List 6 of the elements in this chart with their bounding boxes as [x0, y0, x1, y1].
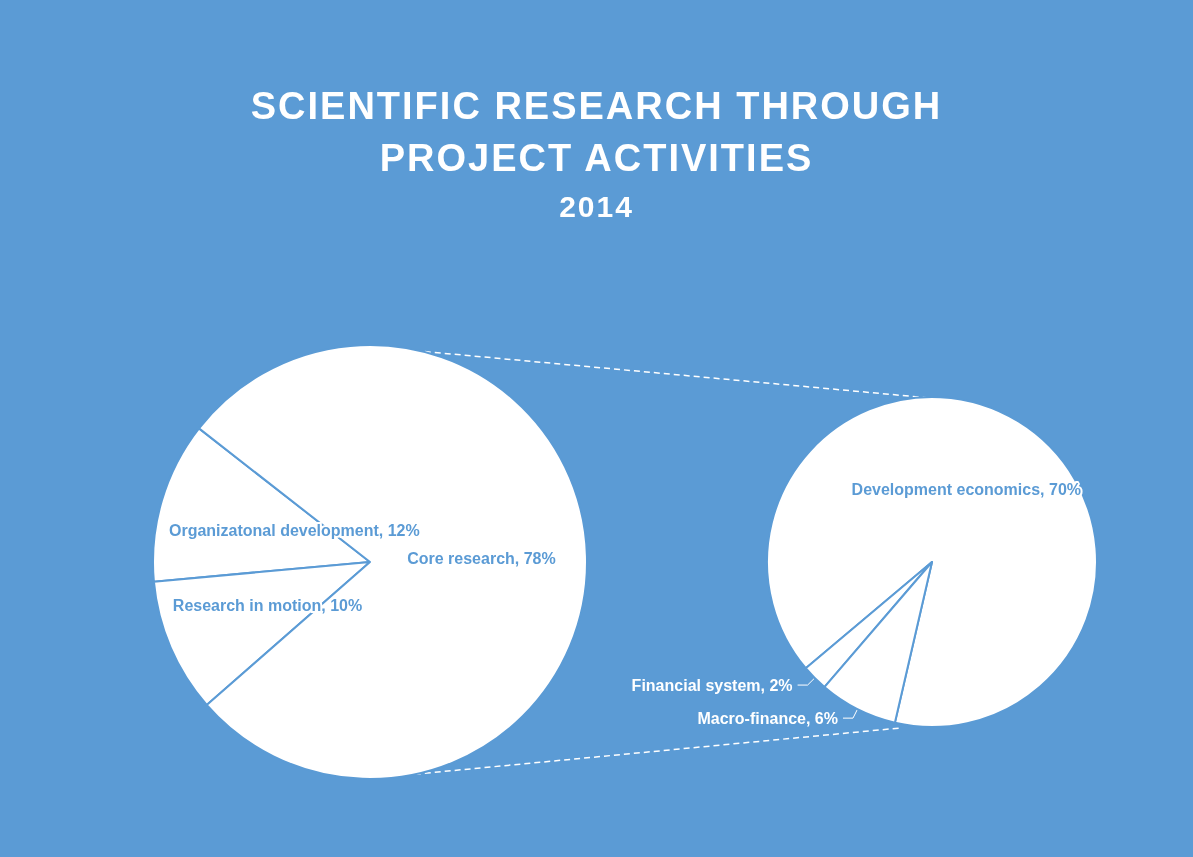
chart-subtitle: 2014	[558, 190, 635, 224]
slice-label: Development economics, 70%	[851, 480, 1081, 498]
chart-title: SCIENTIFIC RESEARCH THROUGH PROJECT ACTIVITIES	[249, 84, 944, 181]
slice-label: Financial system, 2%	[631, 676, 793, 694]
slice-label: Macro-finance, 6%	[697, 709, 838, 727]
slice-label: Core research, 78%	[407, 550, 556, 568]
